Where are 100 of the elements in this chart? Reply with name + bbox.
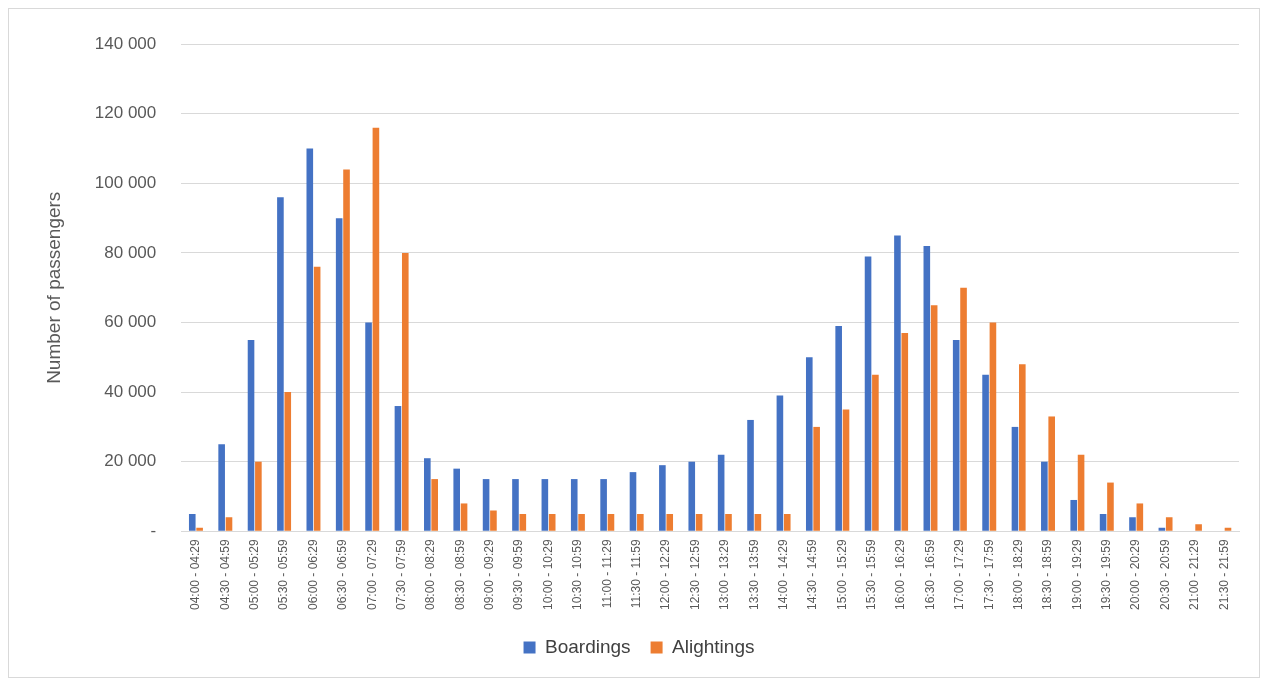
x-tick-label: 18:00 - 18:29 xyxy=(1010,538,1025,611)
bar xyxy=(960,287,967,531)
bar xyxy=(989,322,997,531)
bar xyxy=(453,468,461,531)
y-tick-label: 120 000 xyxy=(94,103,157,123)
bar xyxy=(424,458,431,531)
bar xyxy=(872,374,879,531)
bar xyxy=(196,527,203,531)
x-tick-label: 17:00 - 17:29 xyxy=(952,538,967,611)
y-axis-title: Number of passengers xyxy=(42,191,64,384)
x-tick-label: 13:30 - 13:59 xyxy=(746,538,761,611)
x-tick-label: 06:30 - 06:59 xyxy=(335,538,350,611)
x-tick-label: 10:00 - 10:29 xyxy=(540,538,555,611)
x-tick-label: 14:30 - 14:59 xyxy=(805,538,820,611)
legend-label: Alightings xyxy=(672,635,755,657)
x-tick-label: 05:30 - 05:59 xyxy=(276,538,291,611)
bar xyxy=(1136,503,1144,531)
x-tick-label: 06:00 - 06:29 xyxy=(305,538,320,611)
x-tick-label: 16:00 - 16:29 xyxy=(893,538,908,611)
x-tick-label: 05:00 - 05:29 xyxy=(247,538,262,611)
bar xyxy=(894,235,901,531)
bar xyxy=(688,461,696,531)
bar xyxy=(431,479,438,531)
bar xyxy=(343,169,350,531)
bar xyxy=(695,513,703,531)
bar xyxy=(255,461,262,531)
bar xyxy=(1019,364,1026,531)
bar xyxy=(717,454,725,531)
bar xyxy=(607,513,615,531)
bar xyxy=(835,326,842,531)
x-tick-label: 11:00 - 11:29 xyxy=(599,538,614,609)
bar xyxy=(864,256,872,531)
bar xyxy=(1107,482,1114,531)
y-tick-label: - xyxy=(150,520,157,540)
bar xyxy=(306,148,314,531)
x-tick-label: 18:30 - 18:59 xyxy=(1040,538,1055,611)
bar xyxy=(490,510,497,531)
bar xyxy=(666,513,674,531)
bar xyxy=(1011,426,1019,531)
y-tick-label: 140 000 xyxy=(94,33,157,53)
bar xyxy=(335,218,343,531)
bar xyxy=(776,395,784,531)
bar xyxy=(365,322,372,531)
x-tick-label: 07:00 - 07:29 xyxy=(364,538,379,611)
bar xyxy=(578,513,585,531)
x-tick-label: 17:30 - 17:59 xyxy=(981,538,996,611)
legend-label: Boardings xyxy=(545,635,631,657)
y-tick-label: 80 000 xyxy=(104,242,157,262)
bar xyxy=(284,392,292,531)
bar xyxy=(600,479,607,531)
x-tick-label: 09:00 - 09:29 xyxy=(482,538,497,611)
bar xyxy=(519,513,527,531)
bar xyxy=(923,245,931,531)
bar xyxy=(1041,461,1048,531)
bar xyxy=(548,513,556,531)
x-tick-label: 04:00 - 04:29 xyxy=(188,538,203,611)
x-tick-label: 20:00 - 20:29 xyxy=(1128,538,1143,611)
bar xyxy=(188,513,196,531)
bar xyxy=(805,357,813,531)
bar xyxy=(1048,416,1055,531)
bar xyxy=(570,479,578,531)
bar xyxy=(372,127,380,531)
x-tick-label: 08:30 - 08:59 xyxy=(452,538,467,611)
bar xyxy=(218,444,225,531)
x-tick-label: 09:30 - 09:59 xyxy=(511,538,526,611)
y-tick-label: 60 000 xyxy=(104,312,157,332)
bar xyxy=(754,513,762,531)
x-tick-label: 14:00 - 14:29 xyxy=(775,538,790,611)
x-tick-label: 08:00 - 08:29 xyxy=(423,538,438,611)
bar xyxy=(1224,527,1232,531)
bar xyxy=(313,266,321,531)
x-tick-label: 16:30 - 16:59 xyxy=(922,538,937,611)
bar xyxy=(725,513,732,531)
x-tick-label: 11:30 - 11:59 xyxy=(628,538,643,609)
bar xyxy=(247,339,255,531)
bar xyxy=(1158,527,1166,531)
x-tick-label: 19:30 - 19:59 xyxy=(1099,538,1114,611)
bar xyxy=(930,305,938,531)
bar xyxy=(1077,454,1085,531)
bar xyxy=(1099,513,1107,531)
bar xyxy=(842,409,850,531)
bar xyxy=(982,374,989,531)
bar xyxy=(1070,499,1078,531)
bar xyxy=(482,479,490,531)
x-tick-label: 20:30 - 20:59 xyxy=(1157,538,1172,611)
bar xyxy=(225,517,233,531)
bar xyxy=(659,465,666,531)
bar xyxy=(952,339,960,531)
x-tick-label: 12:00 - 12:29 xyxy=(658,538,673,611)
x-tick-label: 10:30 - 10:59 xyxy=(570,538,585,611)
x-tick-label: 19:00 - 19:29 xyxy=(1069,538,1084,611)
bar xyxy=(460,503,468,531)
bar xyxy=(901,332,909,531)
x-tick-label: 13:00 - 13:29 xyxy=(717,538,732,611)
y-tick-label: 100 000 xyxy=(94,173,157,193)
bar xyxy=(401,252,409,531)
bar xyxy=(277,197,284,531)
bar xyxy=(783,513,791,531)
y-tick-label: 20 000 xyxy=(104,451,157,471)
bar xyxy=(394,406,402,531)
